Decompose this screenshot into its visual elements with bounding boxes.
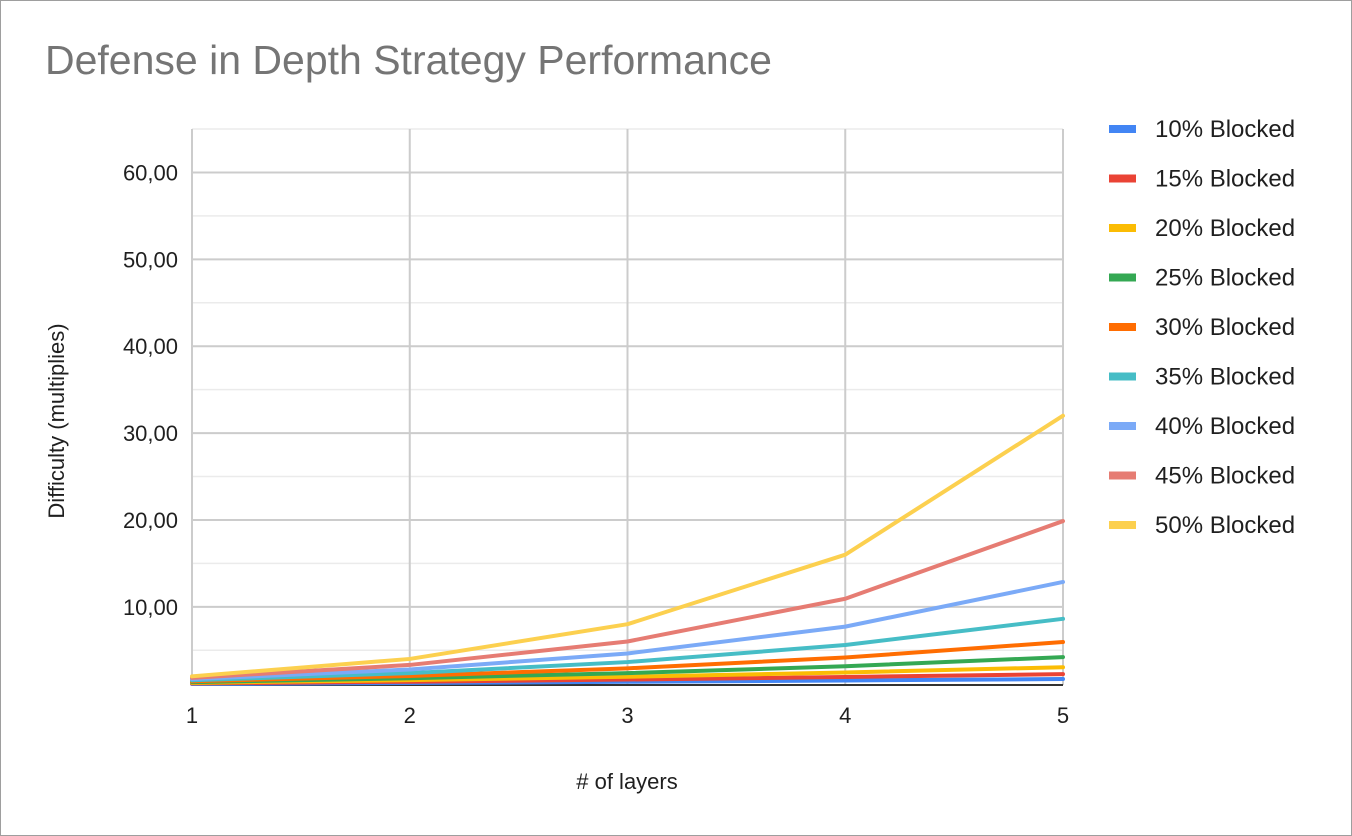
- x-tick-label: 5: [1057, 703, 1069, 728]
- y-tick-label: 60,00: [123, 160, 178, 185]
- legend-swatch: [1109, 372, 1136, 381]
- legend-label: 20% Blocked: [1155, 215, 1295, 242]
- y-tick-label: 20,00: [123, 508, 178, 533]
- chart-title: Defense in Depth Strategy Performance: [45, 37, 772, 83]
- y-tick-label: 40,00: [123, 334, 178, 359]
- y-tick-label: 30,00: [123, 421, 178, 446]
- legend-label: 10% Blocked: [1155, 116, 1295, 143]
- x-tick-label: 2: [404, 703, 416, 728]
- legend-swatch: [1109, 224, 1136, 232]
- legend-swatch: [1109, 323, 1136, 331]
- legend-label: 30% Blocked: [1155, 314, 1295, 341]
- y-tick-label: 10,00: [123, 595, 178, 620]
- grid: [191, 128, 1064, 686]
- series-line-9: [190, 413, 1065, 679]
- x-tick-label: 3: [621, 703, 633, 728]
- series-line-8: [190, 519, 1065, 680]
- series-line-6: [190, 616, 1065, 683]
- legend-swatch: [1109, 471, 1136, 480]
- series-line-5: [190, 639, 1065, 684]
- legend-label: 25% Blocked: [1155, 265, 1295, 292]
- y-axis-label: Difficulty (multiplies): [44, 323, 69, 518]
- legend-label: 40% Blocked: [1155, 413, 1295, 440]
- legend-label: 50% Blocked: [1155, 512, 1295, 539]
- legend-label: 15% Blocked: [1155, 166, 1295, 193]
- x-tick-label: 1: [186, 703, 198, 728]
- y-tick-label: 50,00: [123, 247, 178, 272]
- legend-swatch: [1109, 422, 1136, 430]
- x-tick-label: 4: [839, 703, 851, 728]
- legend-swatch: [1109, 521, 1136, 529]
- y-axis-ticks: 10,00 20,00 30,00 40,00 50,00 60,00: [123, 160, 178, 619]
- legend-label: 45% Blocked: [1155, 463, 1295, 490]
- series-line-7: [190, 579, 1065, 682]
- legend-swatch: [1109, 125, 1136, 133]
- legend-swatch: [1109, 273, 1136, 282]
- legend: 10% Blocked 15% Blocked 20% Blocked 25% Blo…: [1109, 116, 1295, 539]
- x-axis-ticks: 1 2 3 4 5: [186, 703, 1069, 728]
- legend-label: 35% Blocked: [1155, 364, 1295, 391]
- series-lines: [190, 413, 1065, 687]
- legend-swatch: [1109, 174, 1136, 183]
- x-axis-label: # of layers: [576, 769, 678, 794]
